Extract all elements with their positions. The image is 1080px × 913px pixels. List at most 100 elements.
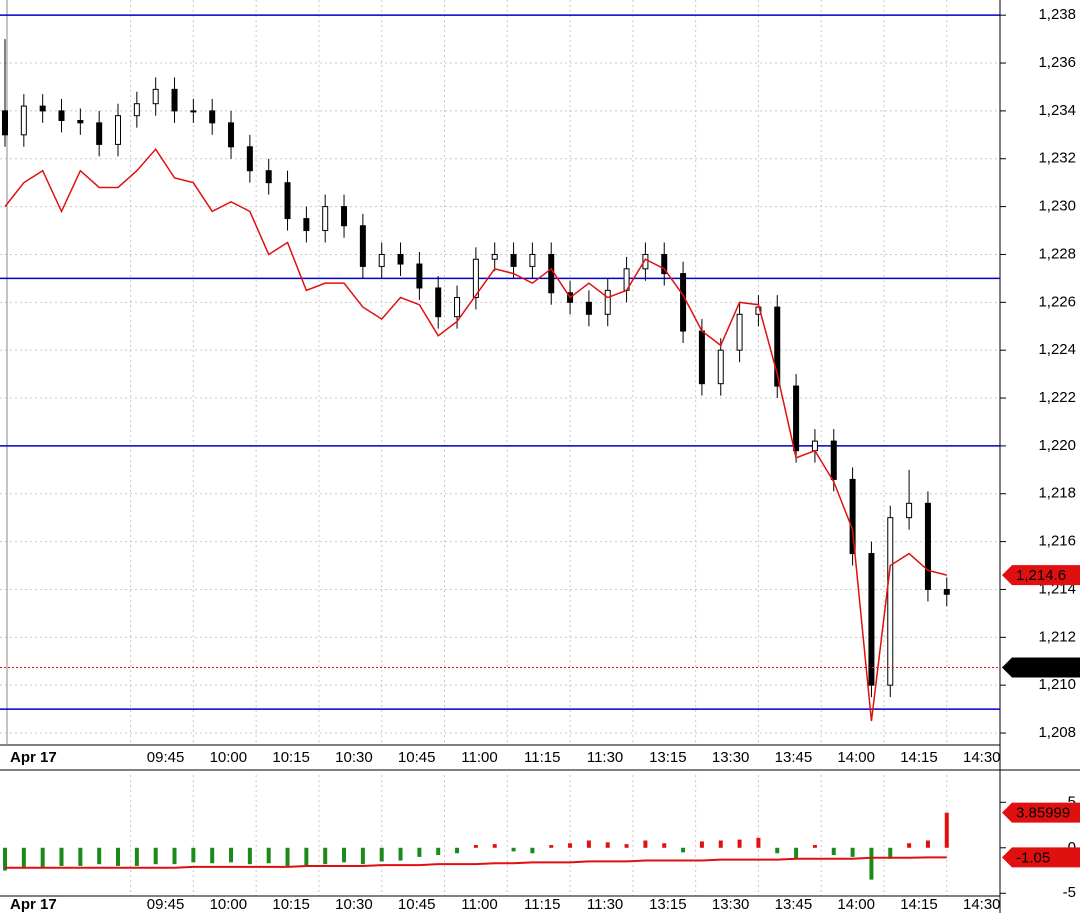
histogram-bar [97,847,102,865]
histogram-bar [134,847,139,866]
y-tick-label: 1,226 [1038,293,1076,310]
candle-body [680,273,687,332]
x-tick-label: 14:30 [963,749,1001,766]
x-tick-label: 11:30 [587,896,623,913]
x-tick-label: 10:15 [272,896,310,913]
histogram-bar [907,843,912,848]
price-marker-label: 1,210.74 [1016,659,1074,676]
x-tick-label: Apr 17 [10,896,57,913]
histogram-bar [869,847,874,880]
histogram-bar [794,847,799,860]
candle-body [661,253,668,275]
y-tick-label: 1,216 [1038,533,1076,550]
histogram-bar [568,843,573,848]
x-tick-label: 10:30 [335,749,373,766]
price-marker [1002,565,1080,586]
histogram-bar [266,847,271,864]
y-tick-label: 1,222 [1038,389,1076,406]
y-tick-label: 0 [1068,839,1076,856]
candle-body [39,105,46,112]
candle-body [548,253,555,294]
y-tick-label: -5 [1063,884,1076,901]
candle-body [491,253,498,260]
histogram-bar [699,841,704,848]
x-tick-label: 09:45 [147,749,185,766]
histogram-bar [229,847,234,863]
candle-body [133,103,140,117]
x-tick-label: 10:00 [210,896,248,913]
y-tick-label: 1,210 [1038,676,1076,693]
x-tick-label: 14:00 [837,749,875,766]
candle-body [228,122,235,148]
histogram-bar [360,847,365,865]
x-tick-label: 13:45 [775,749,813,766]
candle-body [322,206,329,232]
candle-body [397,253,404,265]
candle-body [77,119,84,124]
y-tick-label: 1,208 [1038,724,1076,741]
candle-body [811,440,818,452]
histogram-bar [379,847,384,862]
candle-body [849,478,856,555]
histogram-bar [3,847,7,871]
x-tick-label: 14:15 [900,749,938,766]
histogram-bar [285,847,290,866]
candle-body [20,105,27,136]
candle-body [115,115,122,145]
histogram-bar [812,845,817,848]
histogram-bar [756,837,761,848]
histogram-bar [172,847,177,865]
candle-body [774,306,781,387]
x-tick-label: 10:15 [272,749,310,766]
y-tick-label: 1,218 [1038,485,1076,502]
candle-body [736,313,743,351]
candle-body [378,253,385,267]
histogram-bar [511,847,516,852]
histogram-bar [153,847,158,865]
histogram-bar [210,847,215,864]
value-marker [1002,802,1080,823]
histogram-bar [530,847,535,854]
candle-body [529,253,536,267]
x-tick-label: 13:30 [712,749,750,766]
histogram-bar [304,847,309,866]
x-tick-label: 10:45 [398,749,436,766]
histogram-bar [455,847,460,854]
candle-body [416,263,423,289]
candle-body [96,122,103,145]
y-tick-label: 1,238 [1038,6,1076,23]
candle-body [152,88,159,105]
candle-body [717,349,724,385]
x-tick-label: 11:00 [461,749,497,766]
candle-body [58,110,65,121]
histogram-bar [775,847,780,854]
y-tick-label: 1,228 [1038,245,1076,262]
candle-body [209,110,216,124]
x-tick-label: 14:00 [837,896,875,913]
candle-body [793,385,800,452]
y-tick-label: 1,220 [1038,437,1076,454]
x-tick-label: 11:30 [587,749,623,766]
candle-body [887,517,894,686]
histogram-bar [21,847,26,869]
candle-body [435,287,442,318]
value-marker [1002,847,1080,868]
x-tick-label: 13:15 [649,896,687,913]
y-tick-label: 5 [1068,793,1076,810]
candle-body [868,553,875,686]
price-marker-label: 1,214.6 [1016,567,1066,584]
candle-body [171,88,178,112]
x-tick-label: Apr 17 [10,749,57,766]
y-tick-label: 1,232 [1038,150,1076,167]
candle-body [190,110,197,113]
histogram-bar [888,847,893,859]
y-tick-label: 1,230 [1038,198,1076,215]
histogram-bar [831,847,836,856]
histogram-bar [417,847,422,857]
histogram-bar [116,847,121,866]
histogram-bar [925,840,930,848]
x-tick-label: 11:15 [524,749,560,766]
value-marker-label: -1.05 [1016,849,1050,866]
value-marker-label: 3.85999 [1016,805,1070,822]
x-tick-label: 14:15 [900,896,938,913]
